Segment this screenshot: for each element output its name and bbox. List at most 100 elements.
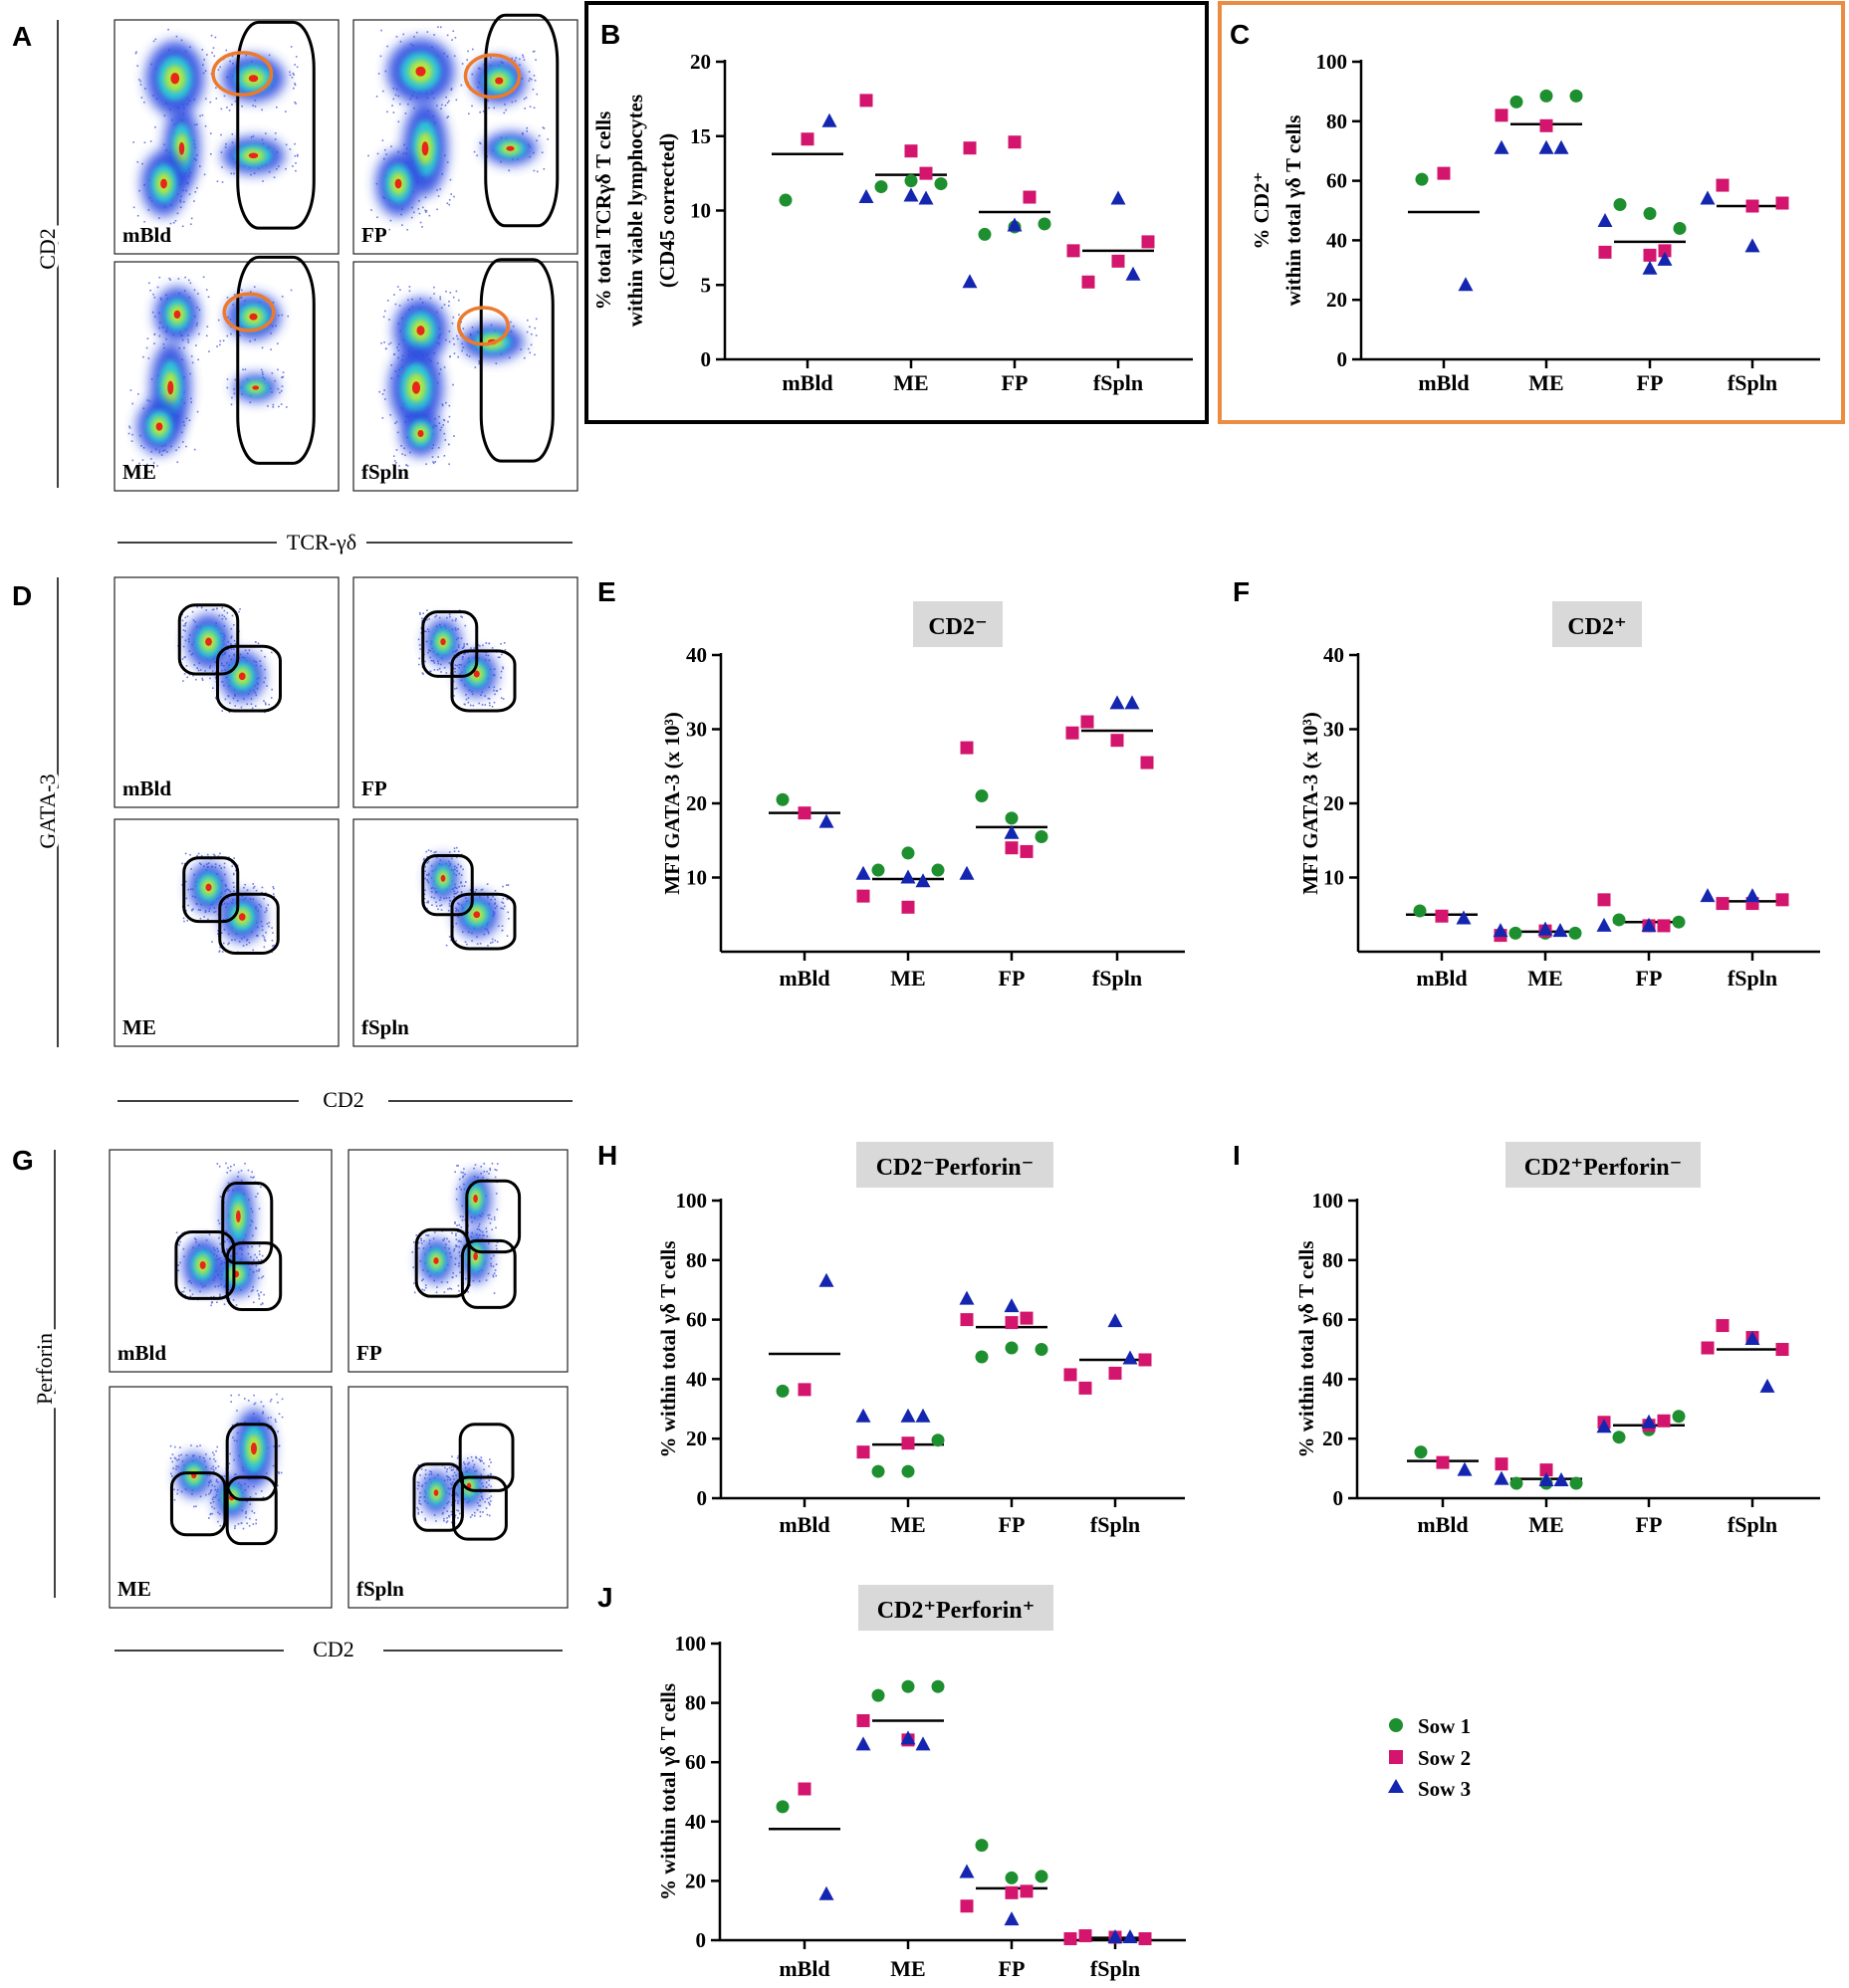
- flow-event-dot: [500, 907, 503, 909]
- x-tick-label: ME: [1527, 966, 1562, 991]
- flow-event-dot: [139, 84, 142, 86]
- flow-plot: ME: [114, 818, 340, 1047]
- flow-event-dot: [274, 138, 277, 140]
- flow-event-dot: [195, 1505, 197, 1508]
- flow-event-dot: [265, 931, 267, 934]
- flow-event-dot: [269, 1400, 272, 1403]
- flow-event-dot: [454, 619, 457, 622]
- flow-event-dot: [392, 455, 395, 458]
- flow-event-dot: [233, 639, 236, 642]
- flow-event-dot: [275, 106, 278, 109]
- flow-event-dot: [468, 112, 470, 115]
- flow-event-dot: [460, 1171, 463, 1174]
- flow-event-dot: [411, 298, 413, 301]
- flow-event-dot: [425, 463, 427, 466]
- flow-event-dot: [261, 346, 264, 349]
- sow3-point: [1122, 1350, 1138, 1365]
- flow-event-dot: [482, 110, 485, 112]
- flow-event-dot: [479, 943, 482, 945]
- flow-event-dot: [454, 1222, 456, 1224]
- flow-event-dot: [448, 415, 451, 418]
- flow-event-dot: [253, 1394, 255, 1397]
- flow-event-dot: [272, 886, 275, 888]
- flow-event-dot: [499, 688, 502, 690]
- flow-event-dot: [497, 656, 500, 659]
- flow-event-dot: [281, 1416, 284, 1419]
- flow-event-dot: [461, 1218, 464, 1221]
- density-peak: [170, 73, 180, 85]
- flow-event-dot: [471, 940, 473, 942]
- flow-event-dot: [487, 1474, 490, 1476]
- flow-event-dot: [253, 885, 256, 888]
- flow-event-dot: [249, 340, 251, 342]
- flow-event-dot: [177, 1264, 180, 1266]
- flow-event-dot: [262, 1275, 265, 1277]
- flow-event-dot: [258, 1277, 260, 1279]
- flow-event-dot: [231, 55, 234, 58]
- flow-event-dot: [487, 1272, 490, 1275]
- flow-event-dot: [175, 35, 178, 38]
- flow-event-dot: [204, 1453, 207, 1455]
- flow-event-dot: [440, 108, 442, 110]
- flow-event-dot: [493, 701, 496, 704]
- sow1-point: [931, 1434, 945, 1447]
- flow-event-dot: [437, 908, 439, 911]
- flow-event-dot: [451, 1276, 454, 1278]
- flow-event-dot: [201, 113, 204, 116]
- flow-event-dot: [245, 943, 248, 946]
- y-tick-label: 20: [690, 50, 711, 74]
- flow-event-dot: [455, 687, 458, 690]
- flow-event-dot: [193, 1237, 196, 1239]
- flow-event-dot: [276, 1393, 278, 1396]
- flow-event-dot: [487, 697, 490, 700]
- panel-letter-i: I: [1233, 1140, 1241, 1171]
- flow-event-dot: [222, 339, 225, 342]
- flow-event-dot: [445, 401, 447, 404]
- flow-event-dot: [250, 291, 252, 293]
- flow-event-dot: [228, 1462, 231, 1465]
- flow-event-dot: [494, 693, 496, 696]
- flow-event-dot: [463, 1168, 465, 1171]
- flow-event-dot: [218, 1222, 221, 1224]
- flow-event-dot: [458, 609, 461, 611]
- flow-event-dot: [213, 55, 216, 58]
- flow-event-dot: [294, 83, 296, 85]
- flow-event-dot: [394, 422, 396, 425]
- flow-event-dot: [295, 103, 297, 105]
- flow-event-dot: [458, 1262, 460, 1264]
- flow-event-dot: [188, 419, 191, 422]
- flow-event-dot: [205, 334, 208, 337]
- flow-event-dot: [379, 55, 382, 58]
- sow1-point: [1005, 1341, 1019, 1355]
- flow-event-dot: [228, 1297, 231, 1300]
- flow-event-dot: [435, 614, 438, 617]
- sow3-point: [1596, 917, 1612, 932]
- flow-plot: FP: [347, 1149, 569, 1373]
- flow-event-dot: [180, 1453, 182, 1456]
- sow3-point: [959, 1864, 975, 1878]
- flow-event-dot: [176, 1488, 179, 1491]
- flow-event-dot: [448, 305, 450, 307]
- sow3-point: [1494, 139, 1509, 154]
- flow-event-dot: [212, 1496, 215, 1499]
- flow-event-dot: [200, 855, 203, 857]
- flow-event-dot: [455, 892, 458, 895]
- flow-event-dot: [145, 463, 148, 466]
- flow-event-dot: [440, 671, 442, 673]
- panel-letter-c: C: [1230, 19, 1250, 50]
- flow-event-dot: [462, 1175, 465, 1178]
- flow-event-dot: [452, 1272, 455, 1274]
- flow-event-dot: [446, 1475, 449, 1478]
- flow-event-dot: [227, 943, 229, 946]
- flow-event-dot: [473, 647, 476, 649]
- flow-event-dot: [418, 611, 421, 614]
- sow3-point: [821, 112, 837, 127]
- flow-event-dot: [445, 1474, 448, 1477]
- flow-event-dot: [470, 1455, 473, 1458]
- flow-event-dot: [178, 1243, 180, 1246]
- y-tick-label: 40: [685, 1810, 706, 1834]
- legend-sow3-marker: [1388, 1779, 1404, 1793]
- flow-event-dot: [446, 34, 449, 37]
- gate-outline: [221, 1181, 274, 1265]
- flow-event-dot: [190, 223, 192, 225]
